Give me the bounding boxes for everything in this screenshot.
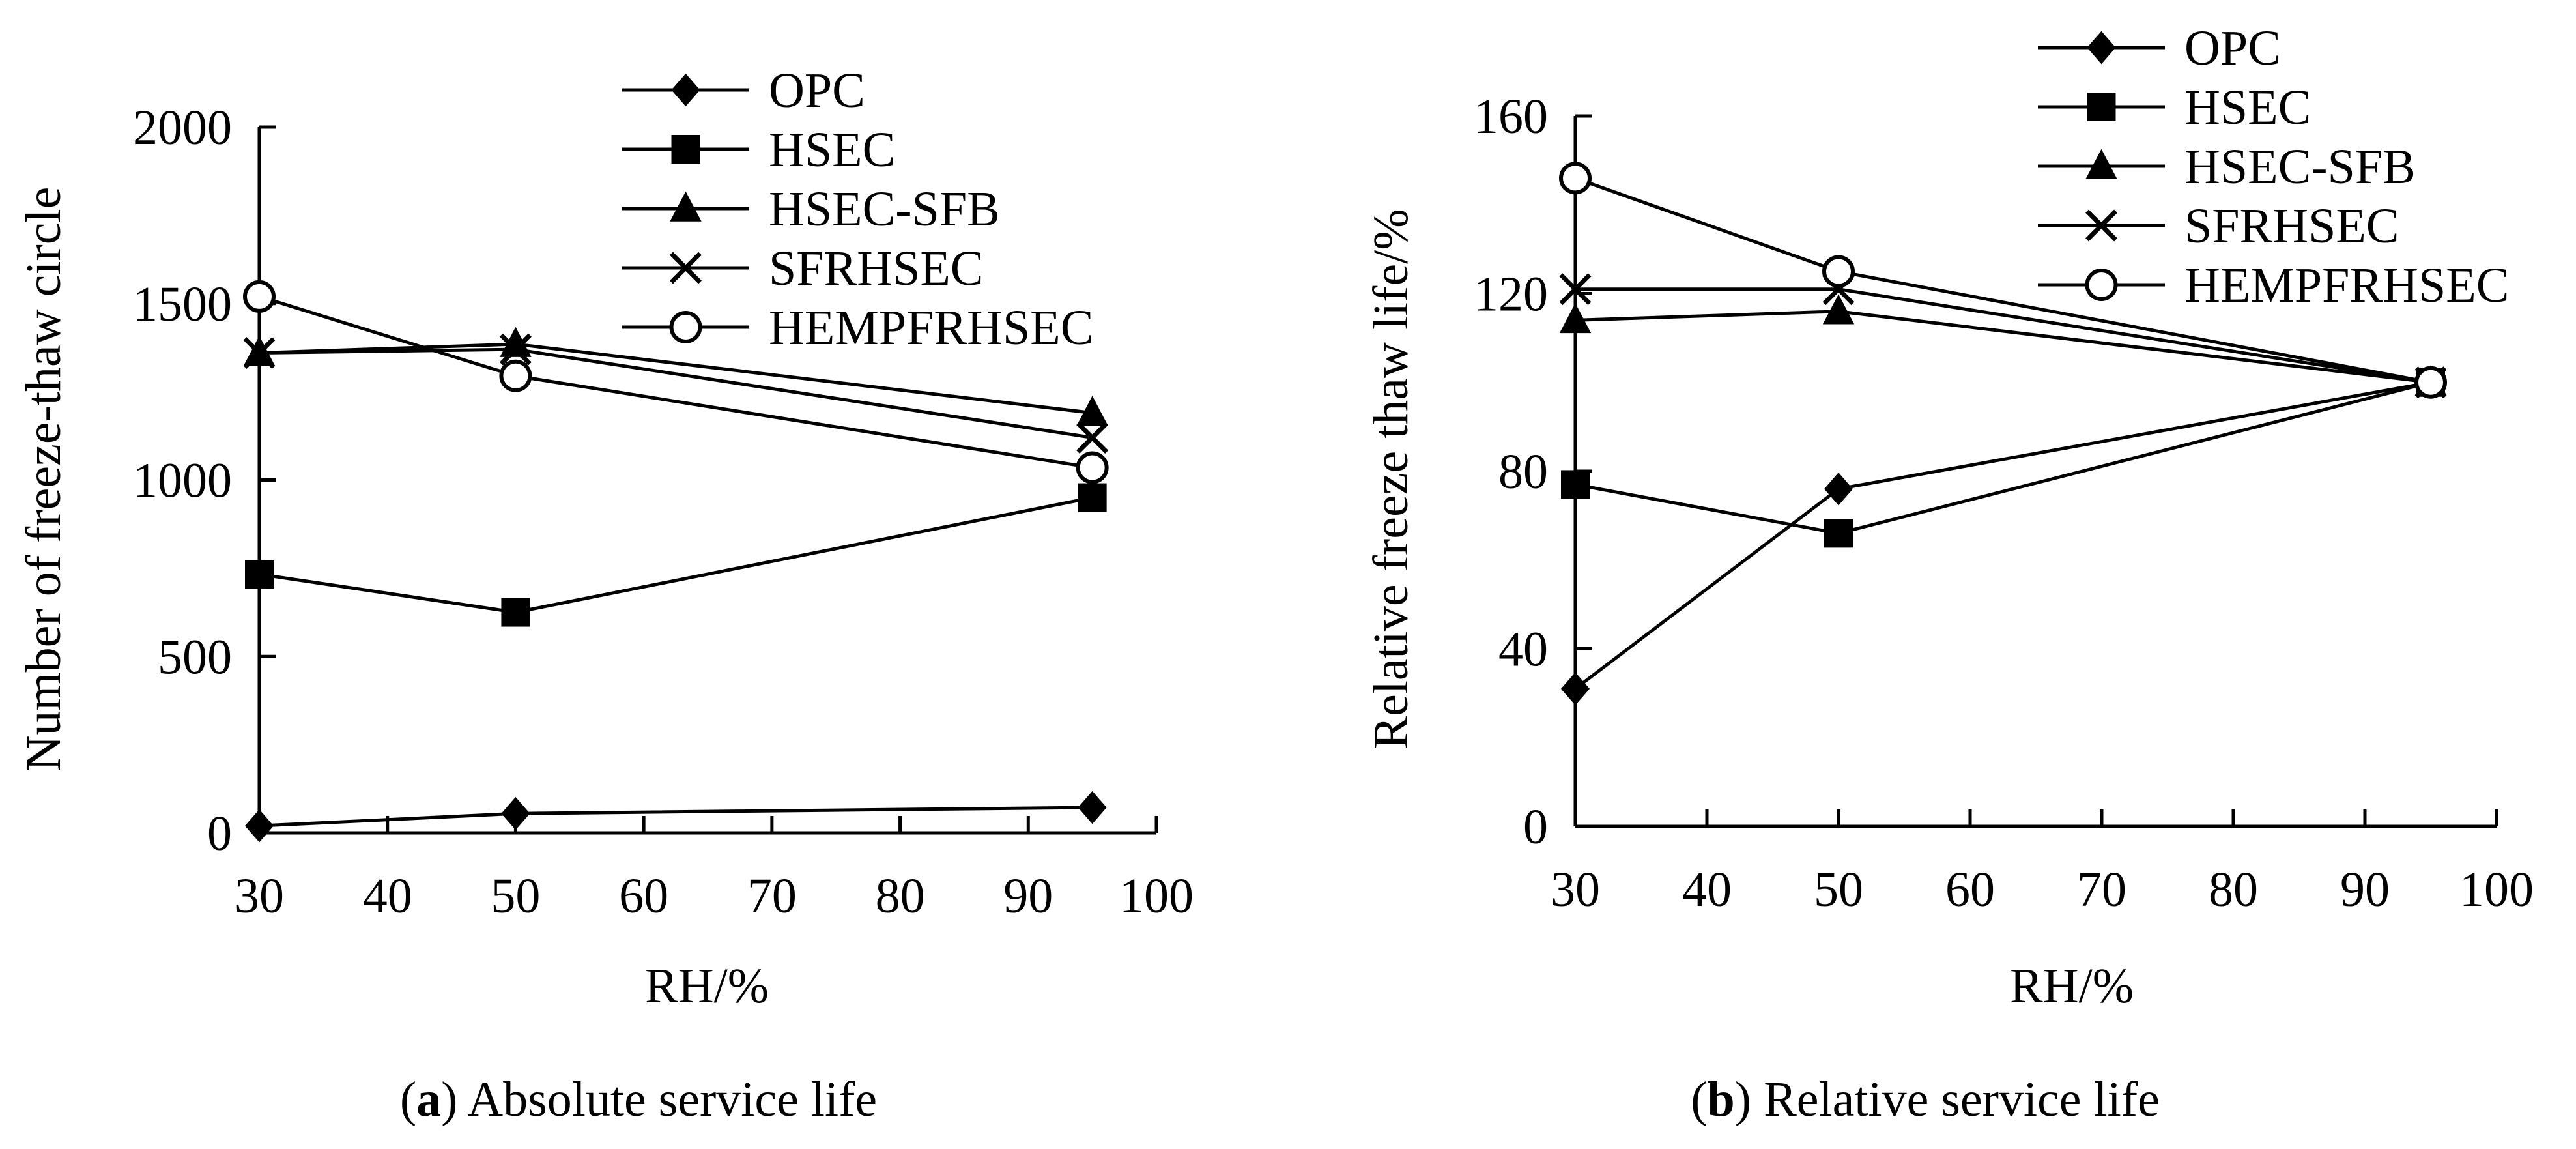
x-tick-label: 40 (1682, 862, 1732, 917)
caption-b: (b) Relative service life (1691, 1072, 2160, 1127)
legend-label-opc: OPC (2184, 21, 2281, 76)
y-tick-label: 500 (158, 630, 232, 684)
legend-marker-sfrhsec (2085, 209, 2117, 242)
legend-label-sfrhsec: SFRHSEC (2184, 199, 2399, 254)
caption-letter-a: a (416, 1072, 441, 1127)
x-tick-label: 70 (747, 869, 797, 924)
legend-marker-opc (671, 73, 700, 107)
data-point-hsec (245, 560, 274, 589)
axes-a: 0 500 1000 1500 2000 30 40 50 60 70 80 90 100 (133, 100, 1194, 924)
legend-marker-hempfrhsec (669, 311, 702, 343)
x-axis-title-a: RH/% (645, 959, 769, 1013)
y-tick-label: 120 (1474, 267, 1548, 322)
series-layer-b (1559, 162, 2447, 706)
data-point-opc (245, 809, 274, 843)
x-tick-label: 50 (1814, 862, 1863, 917)
data-point-hempfrhsec (1559, 162, 1592, 195)
data-point-hsec-sfb (1076, 396, 1108, 426)
y-tick-label: 2000 (133, 100, 232, 155)
legend-marker-sfrhsec (670, 252, 702, 284)
legend-label-hsec: HSEC (769, 123, 895, 177)
data-point-sfrhsec (499, 333, 532, 366)
data-point-hsec (501, 598, 530, 627)
legend-marker-opc (2087, 31, 2116, 65)
legend-marker-hsec-sfb (670, 191, 702, 222)
data-point-sfrhsec (1559, 273, 1592, 306)
legend-marker-hsec-sfb (2085, 149, 2117, 179)
x-tick-label: 100 (1119, 869, 1194, 924)
data-point-hempfrhsec (2414, 366, 2447, 399)
legend-label-hsec-sfb: HSEC-SFB (769, 182, 1000, 237)
legend-label-hsec-sfb: HSEC-SFB (2184, 139, 2416, 194)
x-tick-label: 50 (491, 869, 540, 924)
data-point-hsec (1824, 519, 1853, 548)
legend-label-hsec: HSEC (2184, 80, 2311, 135)
series-line-hsec-sfb (1575, 310, 2431, 385)
data-point-hempfrhsec (1076, 451, 1109, 484)
data-point-hsec (1561, 470, 1590, 499)
x-tick-label: 70 (2077, 862, 2126, 917)
y-tick-label: 1500 (133, 277, 232, 332)
x-axis-title-b: RH/% (2010, 959, 2134, 1013)
data-point-opc (1078, 791, 1107, 824)
data-point-sfrhsec (1076, 422, 1109, 454)
caption-letter-b: b (1708, 1072, 1735, 1127)
data-point-opc (1824, 472, 1853, 506)
y-tick-label: 80 (1498, 444, 1548, 499)
chart-panel-b: 0 40 80 120 160 30 40 50 60 70 80 90 100 OPCHSECHSEC… (1364, 21, 2534, 1127)
x-tick-label: 90 (2340, 862, 2390, 917)
axes-b: 0 40 80 120 160 30 40 50 60 70 80 90 100 (1474, 89, 2534, 917)
series-line-hsec (259, 496, 1093, 615)
data-point-opc (501, 796, 530, 830)
x-tick-label: 80 (2209, 862, 2258, 917)
x-tick-label: 90 (1003, 869, 1053, 924)
data-point-hsec-sfb (500, 327, 532, 357)
series-layer-a (243, 280, 1109, 843)
data-point-hempfrhsec (499, 359, 532, 392)
data-point-hsec (1078, 483, 1107, 512)
x-tick-label: 80 (876, 869, 925, 924)
legend-label-hempfrhsec: HEMPFRHSEC (2184, 258, 2509, 313)
x-tick-label: 100 (2459, 862, 2534, 917)
legend-marker-hempfrhsec (2085, 269, 2118, 301)
caption-text-a: Absolute service life (457, 1072, 877, 1127)
x-tick-label: 60 (619, 869, 668, 924)
data-point-hempfrhsec (243, 280, 276, 313)
x-tick-label: 40 (363, 869, 412, 924)
caption-a: (a) Absolute service life (400, 1072, 877, 1127)
legend-label-opc: OPC (769, 63, 865, 118)
y-tick-label: 0 (207, 806, 232, 861)
y-axis-title-b: Relative freeze thaw life/% (1364, 209, 1418, 749)
series-line-opc (1574, 381, 2431, 690)
x-tick-label: 30 (235, 869, 284, 924)
legend-label-hempfrhsec: HEMPFRHSEC (769, 300, 1093, 355)
data-point-opc (1561, 672, 1590, 706)
x-tick-label: 60 (1945, 862, 1995, 917)
legend-label-sfrhsec: SFRHSEC (769, 241, 984, 296)
y-axis-title-a: Number of freeze-thaw circle (16, 187, 71, 772)
legend-marker-hsec (2087, 93, 2116, 121)
y-tick-label: 40 (1498, 622, 1548, 677)
data-point-hsec-sfb (1822, 294, 1855, 325)
caption-text-b: Relative service life (1751, 1072, 2160, 1127)
series-line-opc (259, 806, 1093, 828)
y-tick-label: 0 (1523, 800, 1548, 854)
legend-marker-hsec (671, 135, 700, 164)
y-tick-label: 160 (1474, 89, 1548, 144)
x-tick-label: 30 (1551, 862, 1600, 917)
y-tick-label: 1000 (133, 454, 232, 508)
data-point-hsec-sfb (1559, 302, 1592, 334)
data-point-hempfrhsec (1822, 255, 1855, 288)
data-point-sfrhsec (243, 337, 276, 370)
